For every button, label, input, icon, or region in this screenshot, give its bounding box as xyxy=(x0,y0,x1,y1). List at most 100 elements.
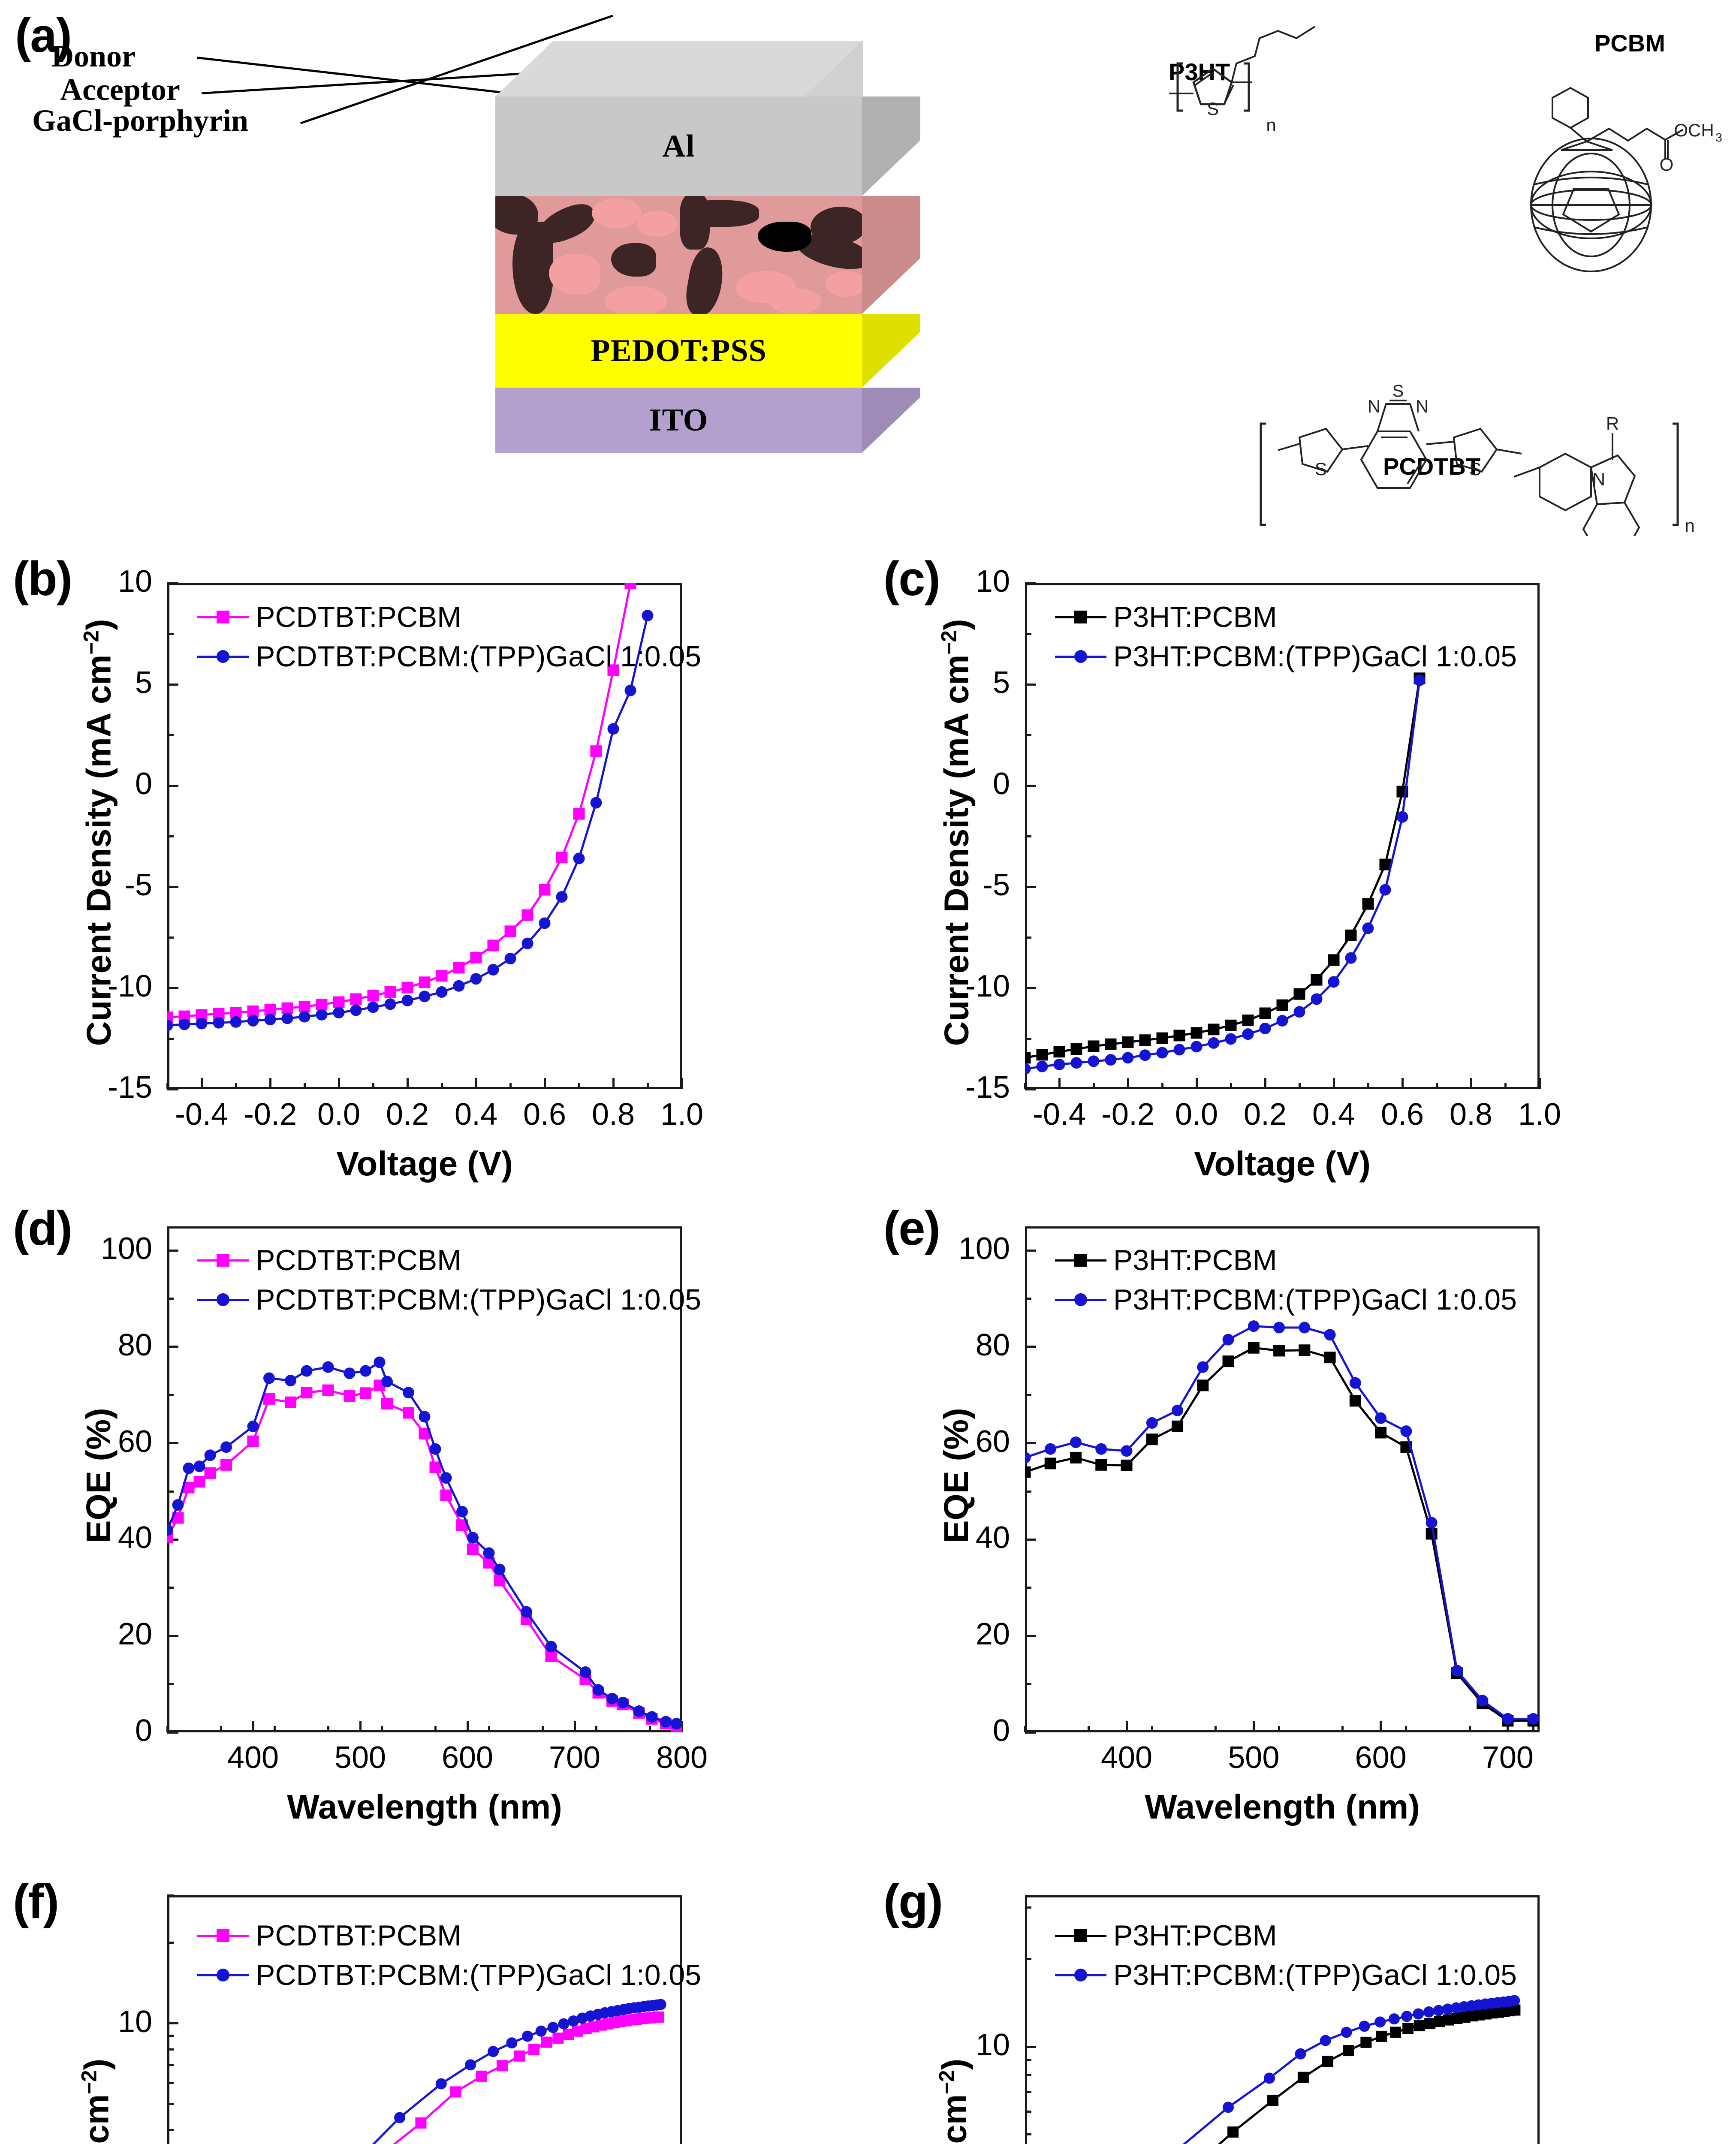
data-point xyxy=(1070,1043,1082,1055)
legend: PCDTBT:PCBM PCDTBT:PCBM:(TPP)GaCl 1:0.05 xyxy=(197,1919,701,1998)
data-point xyxy=(285,1396,296,1408)
data-point xyxy=(633,1705,645,1717)
x-tick-minor xyxy=(1024,1726,1026,1732)
data-point xyxy=(573,808,585,820)
data-point xyxy=(607,723,619,735)
data-point xyxy=(552,2033,564,2044)
data-point xyxy=(568,2015,579,2027)
data-point xyxy=(1044,1443,1056,1455)
data-point xyxy=(1267,2095,1279,2106)
data-point xyxy=(467,1532,479,1544)
donor-domain xyxy=(680,200,759,227)
x-tick-major xyxy=(1195,1078,1198,1089)
data-point xyxy=(535,2025,547,2037)
data-point xyxy=(1095,1443,1107,1455)
legend-line-swatch xyxy=(197,1254,249,1267)
data-point xyxy=(1248,1342,1260,1354)
x-tick-label: 1.0 xyxy=(1518,1097,1561,1132)
data-point xyxy=(1222,1355,1234,1367)
plot-frame xyxy=(167,1226,682,1732)
legend-line-swatch xyxy=(1055,1293,1106,1306)
x-tick-major xyxy=(543,1078,546,1089)
panel-c-chart: (c) -0.4 -0.2 0.0 0.2 0.4 0.6 0.8 1.0 -15 -10 -5 0 5 1… xyxy=(879,552,1720,1183)
data-point xyxy=(450,2086,461,2098)
x-tick-major xyxy=(252,1721,254,1732)
x-tick-label: 1.0 xyxy=(660,1097,704,1132)
data-point xyxy=(301,1387,313,1399)
data-point xyxy=(360,1387,371,1399)
data-point xyxy=(1036,1049,1048,1061)
legend-item: P3HT:PCBM:(TPP)GaCl 1:0.05 xyxy=(1055,640,1517,673)
y-tick-minor xyxy=(1025,2110,1031,2113)
data-point xyxy=(1197,1379,1209,1391)
data-point xyxy=(1342,2045,1354,2057)
series-line xyxy=(392,2016,659,2144)
data-point xyxy=(556,891,568,903)
data-point xyxy=(465,2059,476,2071)
y-tick-minor xyxy=(167,2048,174,2051)
data-point xyxy=(497,2060,508,2072)
data-point xyxy=(1299,1322,1311,1334)
legend-marker-circle-icon xyxy=(217,1969,229,1981)
data-point xyxy=(642,610,654,622)
x-tick-major xyxy=(475,1078,477,1089)
side-face-al xyxy=(862,96,920,196)
y-tick-minor xyxy=(167,632,174,635)
data-point xyxy=(1025,1451,1031,1463)
y-tick-label: 20 xyxy=(118,1617,152,1652)
x-tick-minor xyxy=(1151,1726,1153,1732)
x-tick-label: 600 xyxy=(441,1740,494,1775)
side-face-ito xyxy=(862,388,920,453)
data-point xyxy=(401,982,413,994)
y-tick-label: -5 xyxy=(982,868,1010,902)
data-point xyxy=(453,980,465,992)
y-tick-label: -15 xyxy=(107,1070,152,1105)
data-point xyxy=(476,2070,488,2082)
data-point xyxy=(1388,2013,1400,2025)
data-point xyxy=(1173,1044,1185,1056)
data-point xyxy=(1374,2016,1386,2028)
x-tick-minor xyxy=(1214,1726,1217,1732)
data-point xyxy=(1263,2072,1275,2084)
panel-label-a: (a) xyxy=(15,9,72,62)
data-point xyxy=(415,2117,427,2129)
x-tick-minor xyxy=(440,1083,443,1089)
y-tick-label: 10 xyxy=(975,564,1010,599)
panel-label-f: (f) xyxy=(13,1875,59,1928)
x-tick-major xyxy=(406,1078,409,1089)
data-point xyxy=(1259,1007,1271,1019)
y-tick-major xyxy=(1025,1442,1036,1445)
data-point xyxy=(1190,1027,1203,1039)
y-tick-minor xyxy=(1025,936,1031,939)
x-tick-minor xyxy=(1092,1083,1095,1089)
x-tick-minor xyxy=(1504,1083,1507,1089)
x-tick-minor xyxy=(1532,1726,1534,1732)
y-tick-minor xyxy=(167,1298,174,1300)
x-tick-label: 500 xyxy=(1228,1740,1280,1775)
data-point xyxy=(264,1014,276,1026)
acceptor-domain xyxy=(826,271,862,297)
gacl-porphyrin-domain xyxy=(758,222,811,252)
y-tick-minor xyxy=(167,936,174,939)
legend-marker-square-icon xyxy=(1074,1929,1087,1942)
legend-marker-square-icon xyxy=(217,1929,229,1942)
x-tick-label: 0.8 xyxy=(1449,1097,1493,1132)
data-point xyxy=(1349,1377,1361,1389)
x-tick-major xyxy=(466,1721,469,1732)
x-tick-label: 0.8 xyxy=(591,1097,635,1132)
data-point xyxy=(384,998,396,1010)
legend-label: PCDTBT:PCBM xyxy=(256,1244,461,1277)
legend-label: PCDTBT:PCBM:(TPP)GaCl 1:0.05 xyxy=(256,1959,702,1991)
y-tick-label: 0 xyxy=(992,1713,1010,1748)
acceptor-domain xyxy=(637,211,678,237)
legend-line-swatch xyxy=(1055,1929,1106,1942)
panel-d-chart: (d) 400 500 600 700 800 0 20 40 60 80 100 PCDTBT:PCB… xyxy=(13,1201,862,1826)
legend: PCDTBT:PCBM PCDTBT:PCBM:(TPP)GaCl 1:0.05 xyxy=(197,600,701,679)
data-point xyxy=(506,2037,518,2049)
data-point xyxy=(528,2044,540,2055)
data-point xyxy=(1053,1058,1065,1070)
data-point xyxy=(333,996,345,1008)
data-point xyxy=(521,909,533,921)
data-point xyxy=(1345,952,1357,964)
